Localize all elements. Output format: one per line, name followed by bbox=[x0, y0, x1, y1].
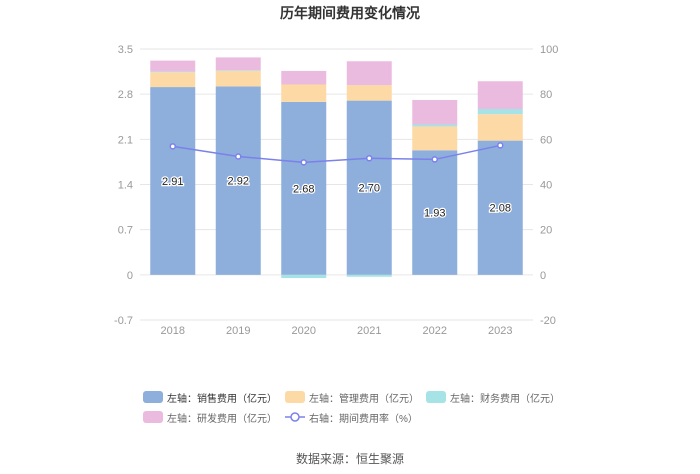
bar-finance-2019 bbox=[215, 70, 261, 71]
left-axis-labels: 3.5 2.8 2.1 1.4 0.7 0 -0.7 bbox=[114, 44, 133, 327]
right-tick-label: 0 bbox=[540, 270, 546, 282]
chart-title: 历年期间费用变化情况 bbox=[280, 5, 420, 21]
legend-label-rate: 右轴：期间费用率（%） bbox=[309, 413, 418, 425]
bar-rnd-2019 bbox=[215, 57, 261, 71]
bar-label-sales-2020: 2.68 bbox=[293, 183, 314, 195]
bar-rnd-2023 bbox=[477, 81, 523, 110]
left-tick-label: 1.4 bbox=[118, 180, 133, 192]
legend-item-finance[interactable]: 左轴：财务费用（亿元） bbox=[426, 390, 560, 405]
legend-label-sales: 左轴：销售费用（亿元） bbox=[167, 393, 277, 405]
bar-sales-2021 bbox=[346, 100, 392, 275]
right-tick-label: 40 bbox=[540, 180, 552, 192]
legend-swatch-admin bbox=[285, 391, 305, 403]
point-rate-2018 bbox=[169, 143, 176, 150]
right-tick-label: 20 bbox=[540, 225, 552, 237]
bar-finance-2018 bbox=[150, 71, 196, 73]
legend-swatch-rnd bbox=[143, 411, 163, 423]
x-tick-label: 2023 bbox=[488, 325, 512, 337]
bar-admin-2018 bbox=[150, 72, 196, 88]
legend-item-sales[interactable]: 左轴：销售费用（亿元） bbox=[143, 390, 277, 405]
legend-item-rnd[interactable]: 左轴：研发费用（亿元） bbox=[143, 410, 277, 425]
left-tick-label: 2.8 bbox=[118, 89, 133, 101]
legend-item-admin[interactable]: 左轴：管理费用（亿元） bbox=[285, 390, 419, 405]
bar-label-sales-2021: 2.70 bbox=[359, 183, 380, 195]
bar-rnd-2020 bbox=[281, 70, 327, 85]
bar-sales-2023 bbox=[477, 140, 523, 275]
line-rate bbox=[172, 144, 501, 164]
left-tick-label: 3.5 bbox=[118, 44, 133, 56]
legend-swatch-sales bbox=[143, 391, 163, 403]
bar-label-sales-2023: 2.08 bbox=[490, 203, 511, 215]
right-tick-label: 60 bbox=[540, 134, 552, 146]
bar-admin-2022 bbox=[412, 126, 458, 151]
bar-sales-2022 bbox=[412, 150, 458, 275]
chart-plot: 3.5 2.8 2.1 1.4 0.7 0 -0.7 100 80 60 40 20 0 -20 201… bbox=[114, 44, 558, 337]
bar-finance-2021 bbox=[346, 274, 392, 277]
x-axis-labels: 2018 2019 2020 2021 2022 2023 bbox=[161, 325, 513, 337]
legend-label-admin: 左轴：管理费用（亿元） bbox=[309, 393, 419, 405]
left-tick-label: 0 bbox=[127, 270, 133, 282]
bar-rnd-2021 bbox=[346, 61, 392, 86]
legend-swatch-rate bbox=[285, 412, 305, 422]
gridlines bbox=[140, 48, 533, 321]
x-tick-label: 2019 bbox=[226, 325, 250, 337]
right-tick-label: -20 bbox=[540, 315, 556, 327]
bar-sales-2019 bbox=[215, 86, 261, 275]
x-tick-label: 2020 bbox=[292, 325, 316, 337]
bar-finance-2023 bbox=[477, 109, 523, 115]
legend-label-rnd: 左轴：研发费用（亿元） bbox=[167, 413, 277, 425]
point-rate-2023 bbox=[497, 142, 504, 149]
legend-swatch-finance bbox=[426, 391, 446, 403]
rate-line bbox=[169, 142, 504, 166]
right-axis-labels: 100 80 60 40 20 0 -20 bbox=[540, 44, 558, 327]
bar-admin-2019 bbox=[215, 70, 261, 87]
bar-sales-2020 bbox=[281, 101, 327, 275]
bar-rnd-2022 bbox=[412, 99, 458, 125]
data-source: 数据来源：恒生聚源 bbox=[295, 452, 404, 466]
point-rate-2021 bbox=[366, 155, 373, 162]
point-rate-2020 bbox=[300, 159, 307, 166]
bar-admin-2023 bbox=[477, 114, 523, 141]
right-tick-label: 100 bbox=[540, 44, 558, 56]
left-tick-label: -0.7 bbox=[114, 315, 133, 327]
bar-label-sales-2019: 2.92 bbox=[228, 176, 249, 188]
x-tick-label: 2022 bbox=[423, 325, 447, 337]
bar-admin-2021 bbox=[346, 85, 392, 101]
legend-label-finance: 左轴：财务费用（亿元） bbox=[450, 393, 560, 405]
left-tick-label: 0.7 bbox=[118, 225, 133, 237]
point-rate-2019 bbox=[235, 153, 242, 160]
bar-label-sales-2018: 2.91 bbox=[162, 176, 183, 188]
x-tick-label: 2021 bbox=[357, 325, 381, 337]
bar-finance-2020 bbox=[281, 274, 327, 279]
point-rate-2022 bbox=[431, 156, 438, 163]
bar-sales-2018 bbox=[150, 87, 196, 275]
bar-value-labels: 2.91 2.92 2.68 2.70 1.93 2.08 bbox=[161, 174, 512, 220]
legend-item-rate[interactable]: 右轴：期间费用率（%） bbox=[285, 410, 418, 425]
bars bbox=[150, 57, 523, 279]
bar-finance-2022 bbox=[412, 124, 458, 127]
right-tick-label: 80 bbox=[540, 89, 552, 101]
bar-admin-2020 bbox=[281, 84, 327, 102]
bar-label-sales-2022: 1.93 bbox=[424, 208, 445, 220]
bar-rnd-2018 bbox=[150, 60, 196, 72]
x-tick-label: 2018 bbox=[161, 325, 185, 337]
left-tick-label: 2.1 bbox=[118, 134, 133, 146]
